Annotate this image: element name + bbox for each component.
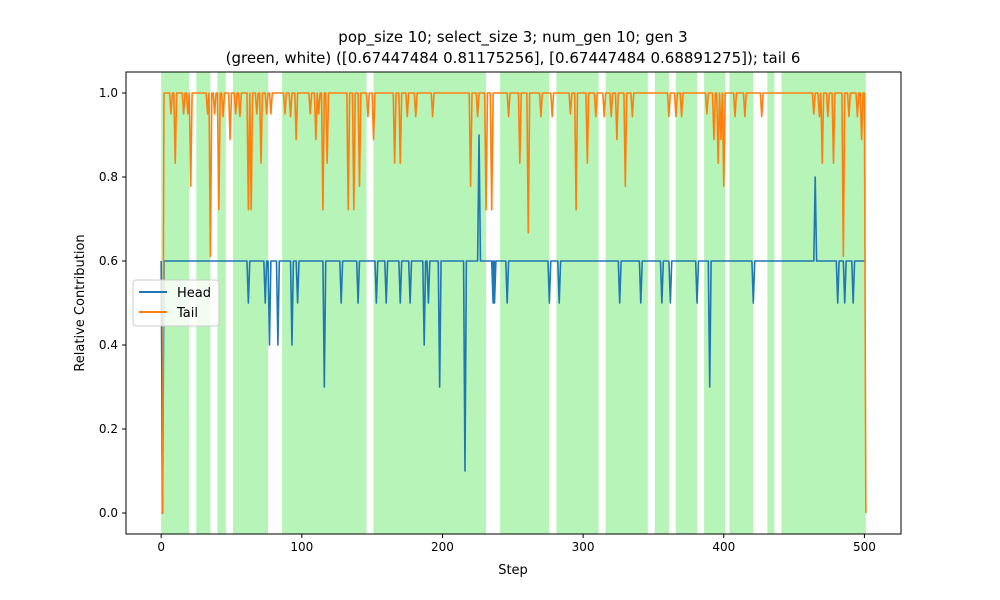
chart-title-line1: pop_size 10; select_size 3; num_gen 10; … (338, 28, 687, 47)
series-line-head (160, 134, 866, 514)
y-axis-ticks: 0.0 0.2 0.4 0.6 0.8 1.0 (99, 86, 126, 520)
y-tick-label: 0.0 (99, 506, 118, 520)
axes-frame (125, 71, 902, 535)
chart-title-line2: (green, white) ([0.67447484 0.81175256],… (226, 49, 801, 67)
shaded-region (373, 72, 487, 534)
shaded-region (781, 72, 866, 534)
x-tick-label: 400 (712, 540, 735, 554)
shaded-region (729, 72, 754, 534)
legend-label-head: Head (177, 286, 211, 301)
y-tick-label: 0.2 (99, 422, 118, 436)
legend-label-tail: Tail (176, 306, 198, 321)
shaded-region (675, 72, 698, 534)
shaded-region (704, 72, 726, 534)
shaded-regions (161, 72, 866, 534)
shaded-region (500, 72, 550, 534)
y-axis-label: Relative Contribution (73, 234, 88, 371)
series-lines (160, 92, 867, 514)
y-tick-label: 0.8 (99, 170, 118, 184)
x-tick-label: 300 (572, 540, 595, 554)
shaded-region (767, 72, 775, 534)
x-tick-label: 200 (431, 540, 454, 554)
x-tick-label: 500 (853, 540, 876, 554)
legend: Head Tail (132, 279, 220, 327)
shaded-region (217, 72, 226, 534)
y-tick-label: 0.4 (99, 338, 118, 352)
y-tick-label: 1.0 (99, 86, 118, 100)
y-tick-label: 0.6 (99, 254, 118, 268)
series-line-tail (161, 92, 867, 514)
x-tick-label: 100 (290, 540, 313, 554)
x-axis-ticks: 0 100 200 300 400 500 (157, 534, 876, 554)
x-axis-label: Step (498, 563, 528, 578)
x-tick-label: 0 (157, 540, 165, 554)
